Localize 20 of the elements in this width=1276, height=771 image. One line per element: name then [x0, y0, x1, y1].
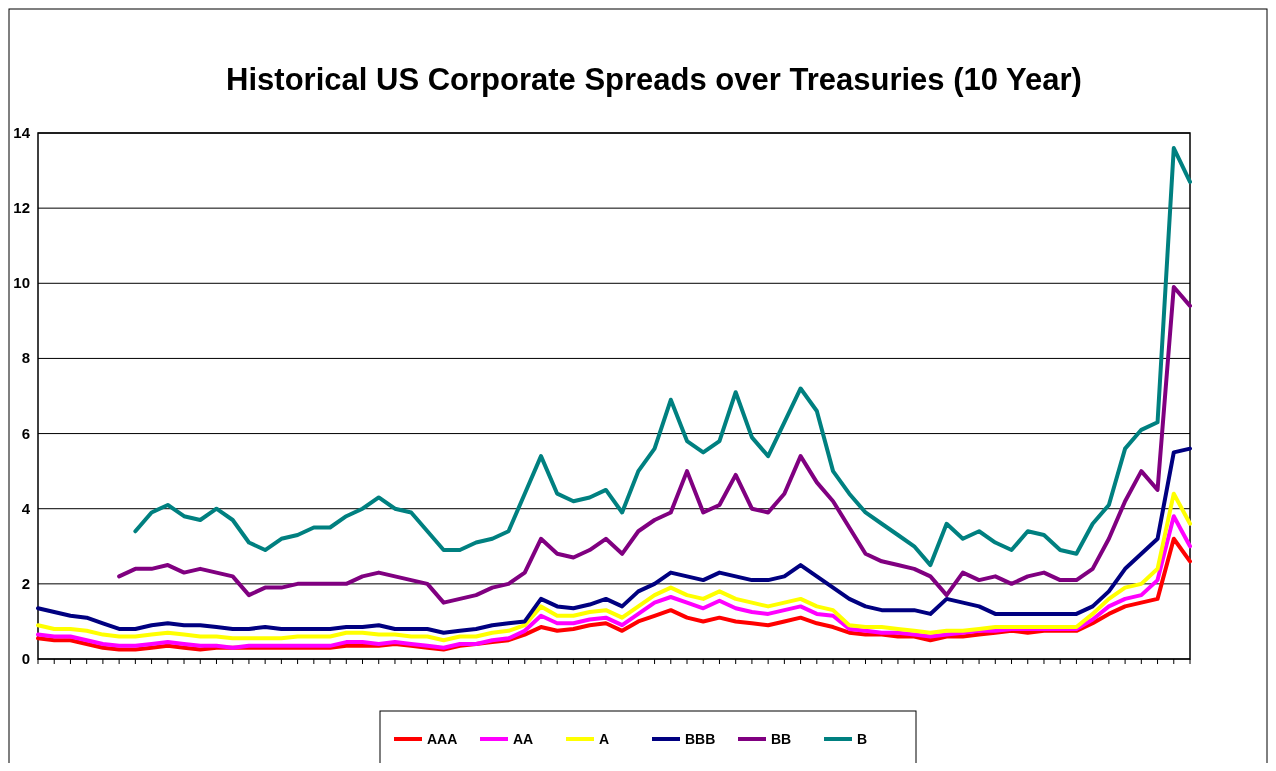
legend-label: A — [599, 731, 610, 747]
line-series — [133, 146, 1192, 568]
y-tick-label: 10 — [13, 274, 30, 292]
line-series — [117, 285, 1192, 605]
legend-label: AAA — [427, 731, 458, 747]
y-tick-label: 14 — [13, 124, 31, 141]
line-series — [36, 446, 1192, 635]
legend-label: AA — [513, 731, 534, 747]
chart-title: Historical US Corporate Spreads over Treasuries (10 Year) — [226, 62, 1082, 97]
legend-label: B — [857, 731, 868, 747]
line-series — [36, 491, 1192, 643]
y-tick-label: 2 — [21, 574, 30, 592]
legend-label: BBB — [685, 731, 716, 747]
y-tick-label: 0 — [21, 650, 30, 667]
y-tick-label: 4 — [21, 499, 31, 517]
y-tick-label: 8 — [21, 349, 30, 367]
line-series — [36, 514, 1192, 650]
y-tick-label: 6 — [21, 424, 30, 442]
legend-label: BB — [771, 731, 792, 747]
y-tick-label: 12 — [13, 199, 30, 217]
